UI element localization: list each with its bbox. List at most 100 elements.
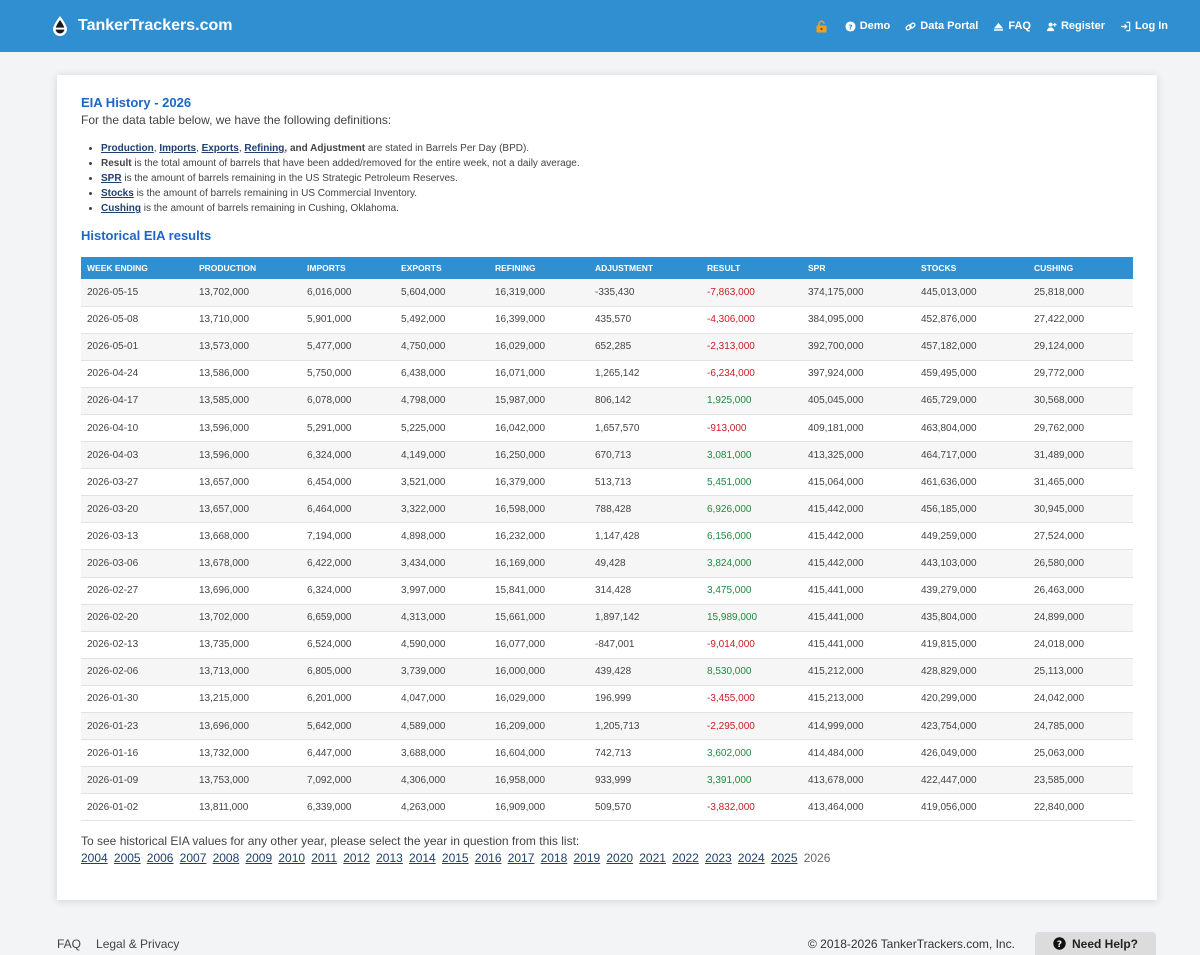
cell-cushing: 25,063,000	[1028, 739, 1133, 768]
term-cushing-link[interactable]: Cushing	[101, 203, 141, 214]
cell-exports: 4,149,000	[395, 441, 489, 470]
year-link-2010[interactable]: 2010	[278, 851, 306, 866]
cell-stocks: 422,447,000	[915, 766, 1028, 795]
nav-faq-label: FAQ	[1008, 20, 1031, 32]
cell-week-ending: 2026-01-23	[81, 712, 193, 741]
col-result: RESULT	[701, 257, 802, 279]
cell-week-ending: 2026-03-13	[81, 522, 193, 551]
term-stocks-link[interactable]: Stocks	[101, 188, 134, 199]
cell-stocks: 464,717,000	[915, 441, 1028, 470]
cell-spr: 415,442,000	[802, 549, 915, 578]
brand[interactable]: TankerTrackers.com	[50, 15, 232, 37]
year-link-2019[interactable]: 2019	[573, 851, 601, 866]
eject-icon	[994, 22, 1004, 31]
nav-faq[interactable]: FAQ	[993, 20, 1031, 32]
year-link-2022[interactable]: 2022	[672, 851, 699, 866]
need-help-label: Need Help?	[1071, 936, 1138, 951]
cell-stocks: 452,876,000	[915, 306, 1028, 334]
cell-result: 3,475,000	[701, 577, 802, 605]
cell-spr: 405,045,000	[802, 387, 915, 415]
year-link-2020[interactable]: 2020	[606, 851, 634, 866]
cell-production: 13,573,000	[193, 333, 301, 361]
cell-imports: 6,524,000	[301, 631, 395, 659]
table-row: 2026-05-15 13,702,000 6,016,000 5,604,000 16…	[81, 279, 1133, 307]
year-link-2024[interactable]: 2024	[737, 851, 765, 866]
cell-week-ending: 2026-01-16	[81, 739, 193, 768]
cell-exports: 3,521,000	[395, 468, 489, 497]
cell-stocks: 423,754,000	[915, 712, 1028, 741]
year-link-2023[interactable]: 2023	[705, 851, 732, 866]
footer-legal-link[interactable]: Legal & Privacy	[96, 937, 180, 951]
year-link-2007[interactable]: 2007	[179, 851, 207, 866]
cell-adjustment: 49,428	[589, 549, 701, 578]
year-link-2015[interactable]: 2015	[441, 851, 469, 866]
cell-production: 13,753,000	[193, 766, 301, 795]
cell-adjustment: 435,570	[589, 306, 701, 334]
table-row: 2026-01-30 13,215,000 6,201,000 4,047,000 16…	[81, 685, 1133, 714]
cell-exports: 3,688,000	[395, 739, 489, 768]
col-stocks: STOCKS	[915, 257, 1028, 279]
col-cushing: CUSHING	[1028, 257, 1133, 279]
nav-demo[interactable]: ? Demo	[845, 20, 891, 32]
col-week-ending: WEEK ENDING	[81, 257, 193, 279]
year-link-2004[interactable]: 2004	[81, 851, 108, 866]
need-help-button[interactable]: ? Need Help?	[1035, 932, 1156, 955]
term-spr-link[interactable]: SPR	[101, 173, 122, 184]
term-production-link[interactable]: Production	[101, 143, 154, 154]
cell-stocks: 419,815,000	[915, 631, 1028, 659]
cell-stocks: 435,804,000	[915, 604, 1028, 632]
table-row: 2026-03-06 13,678,000 6,422,000 3,434,000 16…	[81, 549, 1133, 578]
cell-production: 13,702,000	[193, 604, 301, 632]
footer-faq-link[interactable]: FAQ	[57, 937, 82, 951]
cell-exports: 4,590,000	[395, 631, 489, 659]
cell-result: -4,306,000	[701, 306, 802, 334]
year-link-2009[interactable]: 2009	[245, 851, 273, 866]
cell-production: 13,702,000	[193, 279, 301, 307]
cell-result: 6,926,000	[701, 495, 802, 524]
section-title: Historical EIA results	[81, 228, 212, 243]
term-imports-link[interactable]: Imports	[159, 143, 197, 154]
year-link-2014[interactable]: 2014	[409, 851, 436, 866]
term-exports-link[interactable]: Exports	[201, 143, 239, 154]
cell-stocks: 449,259,000	[915, 522, 1028, 551]
year-link-2005[interactable]: 2005	[113, 851, 141, 866]
cell-exports: 3,434,000	[395, 549, 489, 578]
table-row: 2026-02-27 13,696,000 6,324,000 3,997,000 15…	[81, 577, 1133, 605]
definition-cushing: Cushing is the amount of barrels remaini…	[101, 201, 1133, 216]
nav-demo-label: Demo	[859, 20, 891, 32]
definition-result: Result is the total amount of barrels th…	[101, 156, 1133, 171]
term-refining-link[interactable]: Refining	[244, 143, 285, 154]
nav-data-portal[interactable]: Data Portal	[905, 20, 978, 32]
year-link-2012[interactable]: 2012	[343, 851, 370, 866]
cell-imports: 6,454,000	[301, 468, 395, 497]
year-link-2006[interactable]: 2006	[146, 851, 174, 866]
year-link-2018[interactable]: 2018	[540, 851, 568, 866]
cell-cushing: 23,585,000	[1028, 766, 1133, 795]
cell-refining: 16,598,000	[489, 495, 589, 524]
year-link-2008[interactable]: 2008	[212, 851, 240, 866]
nav-register[interactable]: Register	[1046, 20, 1105, 32]
year-link-2017[interactable]: 2017	[507, 851, 535, 866]
cell-cushing: 22,840,000	[1028, 793, 1133, 822]
year-link-2011[interactable]: 2011	[311, 851, 338, 866]
year-link-2021[interactable]: 2021	[639, 851, 666, 866]
year-link-2013[interactable]: 2013	[376, 851, 403, 866]
cell-production: 13,732,000	[193, 739, 301, 768]
table-row: 2026-02-13 13,735,000 6,524,000 4,590,000 16…	[81, 631, 1133, 659]
cell-stocks: 465,729,000	[915, 387, 1028, 415]
lock-icon[interactable]	[815, 20, 828, 33]
year-link-2016[interactable]: 2016	[474, 851, 502, 866]
cell-imports: 6,339,000	[301, 793, 395, 822]
year-link-2025[interactable]: 2025	[770, 851, 798, 866]
cell-adjustment: 196,999	[589, 685, 701, 714]
cell-result: 5,451,000	[701, 468, 802, 497]
table-row: 2026-01-23 13,696,000 5,642,000 4,589,000 16…	[81, 712, 1133, 741]
user-plus-icon	[1046, 22, 1057, 31]
top-navbar: TankerTrackers.com ? Demo Data Portal FA…	[0, 0, 1200, 52]
cell-imports: 6,422,000	[301, 549, 395, 578]
nav-login[interactable]: Log In	[1120, 20, 1168, 32]
cell-exports: 4,750,000	[395, 333, 489, 361]
cell-cushing: 24,018,000	[1028, 631, 1133, 659]
term-result: Result	[101, 158, 132, 169]
cell-adjustment: 933,999	[589, 766, 701, 795]
